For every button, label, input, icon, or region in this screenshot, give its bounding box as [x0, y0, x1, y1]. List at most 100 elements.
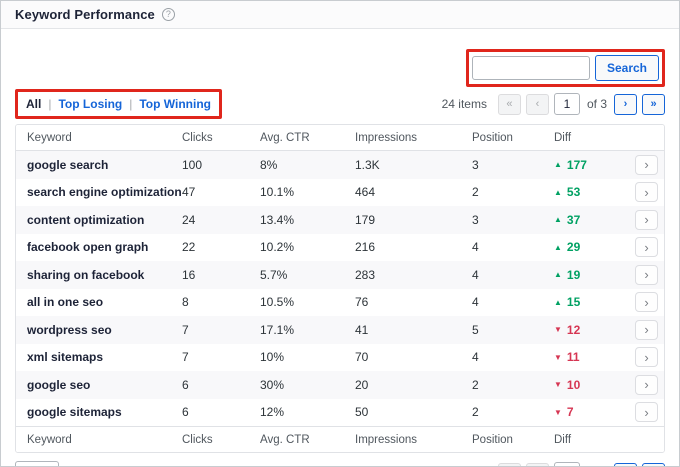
prev-page-button[interactable]: ‹ [525, 462, 549, 466]
diff-value: 177 [566, 157, 587, 172]
impressions-cell: 283 [355, 267, 376, 282]
impressions-cell: 41 [355, 322, 369, 337]
impressions-cell: 20 [355, 377, 369, 392]
impressions-cell: 50 [355, 405, 369, 420]
header-cell-impressions: Impressions [355, 433, 417, 446]
next-page-button[interactable]: › [614, 93, 637, 115]
trend-up-icon: ▲ [554, 297, 562, 307]
page-title: Keyword Performance [15, 7, 155, 22]
trend-down-icon: ▼ [554, 380, 562, 390]
position-cell: 4 [472, 267, 479, 282]
ctr-cell: 30% [260, 377, 285, 392]
impressions-cell: 1.3K [355, 157, 380, 172]
help-icon[interactable]: ? [161, 8, 175, 21]
first-page-button[interactable]: « [497, 93, 521, 115]
trend-up-icon: ▲ [554, 187, 562, 197]
position-cell: 4 [472, 295, 479, 310]
search-button[interactable]: Search [594, 55, 659, 81]
header-cell-position: Position [472, 433, 513, 446]
diff-cell: ▲ 19 [554, 268, 635, 282]
ctr-cell: 5.7% [260, 267, 288, 282]
filter-row: All | Top Losing | Top Winning 24 items … [15, 89, 665, 119]
last-page-button[interactable]: » [642, 462, 665, 466]
keyword-cell: all in one seo [27, 295, 104, 310]
keyword-cell: content optimization [27, 212, 145, 227]
trend-down-icon: ▼ [554, 325, 562, 335]
pagination-top: 24 items « ‹ of 3 › » [442, 93, 665, 115]
current-page-input[interactable] [553, 93, 580, 115]
table-row: google sitemaps 6 12% 50 2 ▼ 7 › [16, 399, 664, 427]
trend-up-icon: ▲ [554, 242, 562, 252]
row-expand-button[interactable]: › [635, 182, 658, 203]
prev-page-button[interactable]: ‹ [525, 93, 549, 115]
position-cell: 3 [472, 157, 479, 172]
trend-up-icon: ▲ [554, 160, 562, 170]
table-header-row: Keyword Clicks Avg. CTR Impressions Posi… [16, 125, 664, 151]
row-expand-button[interactable]: › [635, 402, 658, 423]
header-cell-ctr: Avg. CTR [260, 131, 310, 144]
position-cell: 2 [472, 405, 479, 420]
trend-up-icon: ▲ [554, 270, 562, 280]
annotation-box-search: Search [465, 49, 665, 87]
clicks-cell: 7 [182, 322, 189, 337]
diff-value: 29 [566, 240, 581, 255]
row-expand-button[interactable]: › [635, 292, 658, 313]
row-expand-button[interactable]: › [635, 347, 658, 368]
table-body: google search 100 8% 1.3K 3 ▲ 177 › sear… [16, 151, 664, 426]
row-expand-button[interactable]: › [635, 209, 658, 230]
content-area: Search All | Top Losing | Top Winning 24… [1, 49, 679, 466]
header-cell-keyword: Keyword [27, 433, 72, 446]
per-page-select[interactable]: 10 [15, 461, 59, 466]
keyword-cell: google search [27, 157, 109, 172]
keyword-cell: google sitemaps [27, 405, 122, 420]
row-expand-button[interactable]: › [635, 237, 658, 258]
diff-value: 37 [566, 212, 581, 227]
diff-value: 15 [566, 295, 581, 310]
search-input[interactable] [471, 56, 590, 80]
header-cell-position: Position [472, 131, 513, 144]
ctr-cell: 13.4% [260, 212, 295, 227]
header-cell-clicks: Clicks [182, 433, 213, 446]
clicks-cell: 47 [182, 185, 196, 200]
diff-cell: ▲ 177 [554, 158, 635, 172]
next-page-button[interactable]: › [614, 462, 637, 466]
header-cell-diff: Diff [554, 131, 572, 144]
current-page-input[interactable] [553, 462, 580, 466]
keyword-cell: facebook open graph [27, 240, 149, 255]
trend-down-icon: ▼ [554, 407, 562, 417]
filter-separator: | [129, 97, 133, 111]
footer-row: 10 items per page 24 items « ‹ of 3 › » [15, 461, 665, 466]
table-row: google search 100 8% 1.3K 3 ▲ 177 › [16, 151, 664, 179]
position-cell: 3 [472, 212, 479, 227]
diff-value: 7 [566, 405, 574, 420]
diff-cell: ▼ 12 [554, 323, 635, 337]
last-page-button[interactable]: » [642, 93, 665, 115]
row-expand-button[interactable]: › [635, 154, 658, 175]
diff-cell: ▼ 11 [554, 350, 635, 364]
clicks-cell: 8 [182, 295, 189, 310]
header-cell-clicks: Clicks [182, 131, 213, 144]
ctr-cell: 8% [260, 157, 278, 172]
filter-link-top-losing[interactable]: Top Losing [58, 97, 123, 111]
position-cell: 2 [472, 185, 479, 200]
row-expand-button[interactable]: › [635, 264, 658, 285]
ctr-cell: 17.1% [260, 322, 295, 337]
impressions-cell: 464 [355, 185, 376, 200]
filter-link-top-winning[interactable]: Top Winning [139, 97, 212, 111]
clicks-cell: 22 [182, 240, 196, 255]
title-bar: Keyword Performance ? [1, 1, 679, 29]
filter-link-all[interactable]: All [26, 97, 42, 111]
per-page-control: 10 items per page [15, 461, 146, 466]
trend-down-icon: ▼ [554, 352, 562, 362]
first-page-button[interactable]: « [497, 462, 521, 466]
table-row: all in one seo 8 10.5% 76 4 ▲ 15 › [16, 289, 664, 317]
row-expand-button[interactable]: › [635, 319, 658, 340]
impressions-cell: 70 [355, 350, 369, 365]
diff-value: 10 [566, 377, 581, 392]
row-expand-button[interactable]: › [635, 374, 658, 395]
search-row: Search [15, 49, 665, 87]
clicks-cell: 6 [182, 405, 189, 420]
header-cell-diff: Diff [554, 433, 572, 446]
diff-value: 12 [566, 322, 581, 337]
